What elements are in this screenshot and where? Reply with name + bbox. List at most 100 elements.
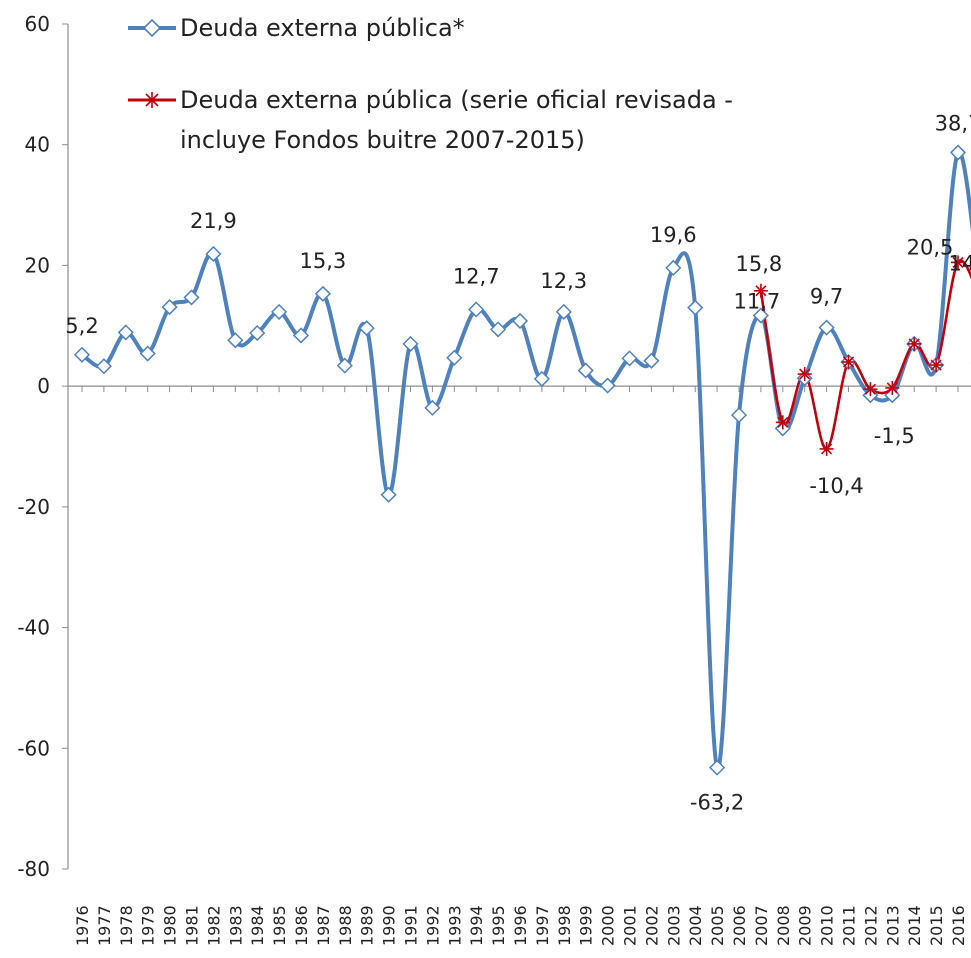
star-marker [951, 255, 965, 270]
x-tick-label: 1976 [73, 905, 92, 946]
star-marker [819, 441, 834, 456]
x-tick-label: 1987 [314, 905, 333, 946]
x-tick-label: 2016 [949, 905, 968, 946]
data-label: 3,5 [969, 345, 971, 369]
x-tick-label: 2011 [840, 905, 859, 946]
diamond-marker [271, 303, 288, 320]
data-label: 14,5 [949, 252, 971, 276]
x-tick-label: 2015 [927, 905, 946, 946]
diamond-marker [73, 346, 91, 363]
x-tick-label: 1982 [204, 905, 223, 946]
star-marker [907, 336, 922, 351]
diamond-marker [336, 357, 353, 374]
diamond-marker [555, 303, 572, 320]
diamond-marker [730, 407, 748, 424]
star-marker [753, 283, 768, 298]
x-tick-label: 2004 [686, 905, 705, 946]
diamond-marker [117, 324, 134, 341]
series-line-2 [759, 259, 971, 451]
data-label: 15,8 [736, 252, 783, 276]
x-tick-label: 1984 [248, 905, 267, 946]
diamond-marker [752, 307, 769, 324]
diamond-marker [511, 312, 529, 330]
x-tick-label: 1997 [533, 905, 552, 946]
data-label: 19,6 [650, 223, 697, 247]
y-tick-label: 0 [37, 374, 50, 398]
diamond-marker [424, 399, 441, 416]
star-marker [841, 355, 856, 369]
x-tick-label: 2001 [621, 905, 640, 946]
diamond-marker [139, 345, 156, 362]
x-tick-label: 1990 [380, 905, 399, 946]
data-label: 5,2 [65, 314, 98, 338]
diamond-marker [709, 759, 726, 776]
diamond-marker [292, 327, 310, 344]
x-tick-label: 1994 [467, 905, 486, 946]
data-label: 21,9 [190, 209, 237, 233]
legend-item-series-2: Deuda externa pública (serie oficial rev… [128, 86, 733, 154]
diamond-marker [687, 299, 704, 316]
x-tick-label: 1993 [445, 905, 464, 946]
diamond-marker [446, 349, 463, 366]
legend: Deuda externa pública* Deuda externa púb… [128, 14, 733, 154]
diamond-marker [665, 259, 682, 276]
star-marker [775, 415, 790, 430]
x-tick-label: 2006 [730, 905, 749, 946]
x-tick-label: 1978 [117, 905, 136, 946]
diamond-marker [227, 332, 244, 349]
y-tick-label: -20 [17, 495, 50, 519]
y-tick-label: 40 [25, 133, 50, 157]
data-label: -10,4 [809, 474, 863, 498]
legend-item-series-1: Deuda externa pública* [128, 14, 465, 42]
x-tick-label: 2008 [774, 905, 793, 946]
x-tick-label: 1981 [183, 905, 202, 946]
series-lines [80, 150, 971, 771]
x-tick-label: 2005 [708, 905, 727, 946]
star-marker [929, 358, 944, 373]
data-label: -63,2 [690, 791, 744, 815]
legend-label-series-2-line-2: incluye Fondos buitre 2007-2015) [180, 126, 585, 154]
diamond-marker [183, 289, 200, 306]
x-tick-label: 1988 [336, 905, 355, 946]
legend-marker-diamond [142, 18, 162, 38]
diamond-marker [205, 245, 222, 263]
star-marker [885, 380, 900, 395]
diamond-marker [402, 335, 419, 352]
y-tick-label: 20 [25, 253, 50, 277]
data-label: 38,7 [935, 112, 971, 136]
x-tick-label: 2002 [642, 905, 661, 946]
diamond-marker [249, 324, 266, 342]
x-tick-label: 1985 [270, 905, 289, 946]
x-tick-label: 1999 [577, 905, 596, 946]
data-label: 15,3 [300, 249, 347, 273]
series-line-1 [80, 150, 971, 771]
data-label: -1,5 [874, 424, 915, 448]
legend-label-series-1: Deuda externa pública* [180, 14, 465, 42]
diamond-marker [643, 352, 660, 369]
x-tick-label: 2010 [818, 905, 837, 946]
star-marker [863, 382, 878, 397]
diamond-marker [314, 285, 331, 302]
diamond-marker [533, 370, 550, 387]
y-tick-label: 60 [25, 12, 50, 36]
data-label: 12,3 [540, 269, 587, 293]
legend-marker-star [144, 92, 160, 108]
data-label: 12,7 [453, 264, 500, 288]
diamond-marker [380, 486, 397, 503]
x-tick-label: 2007 [752, 905, 771, 946]
x-tick-label: 1989 [358, 905, 377, 946]
x-tick-label: 1996 [511, 905, 530, 946]
x-tick-label: 1980 [161, 905, 180, 946]
diamond-marker [949, 144, 967, 161]
x-tick-label: 2000 [599, 905, 618, 946]
star-marker [797, 367, 812, 382]
x-tick-label: 1995 [489, 905, 508, 946]
x-tick-label: 1983 [226, 905, 245, 946]
diamond-marker [161, 299, 178, 316]
diamond-marker [577, 362, 594, 379]
series-markers [73, 144, 967, 776]
data-label: 20,5 [907, 235, 954, 259]
x-tick-label: 2009 [796, 905, 815, 946]
diamond-marker [621, 350, 638, 367]
